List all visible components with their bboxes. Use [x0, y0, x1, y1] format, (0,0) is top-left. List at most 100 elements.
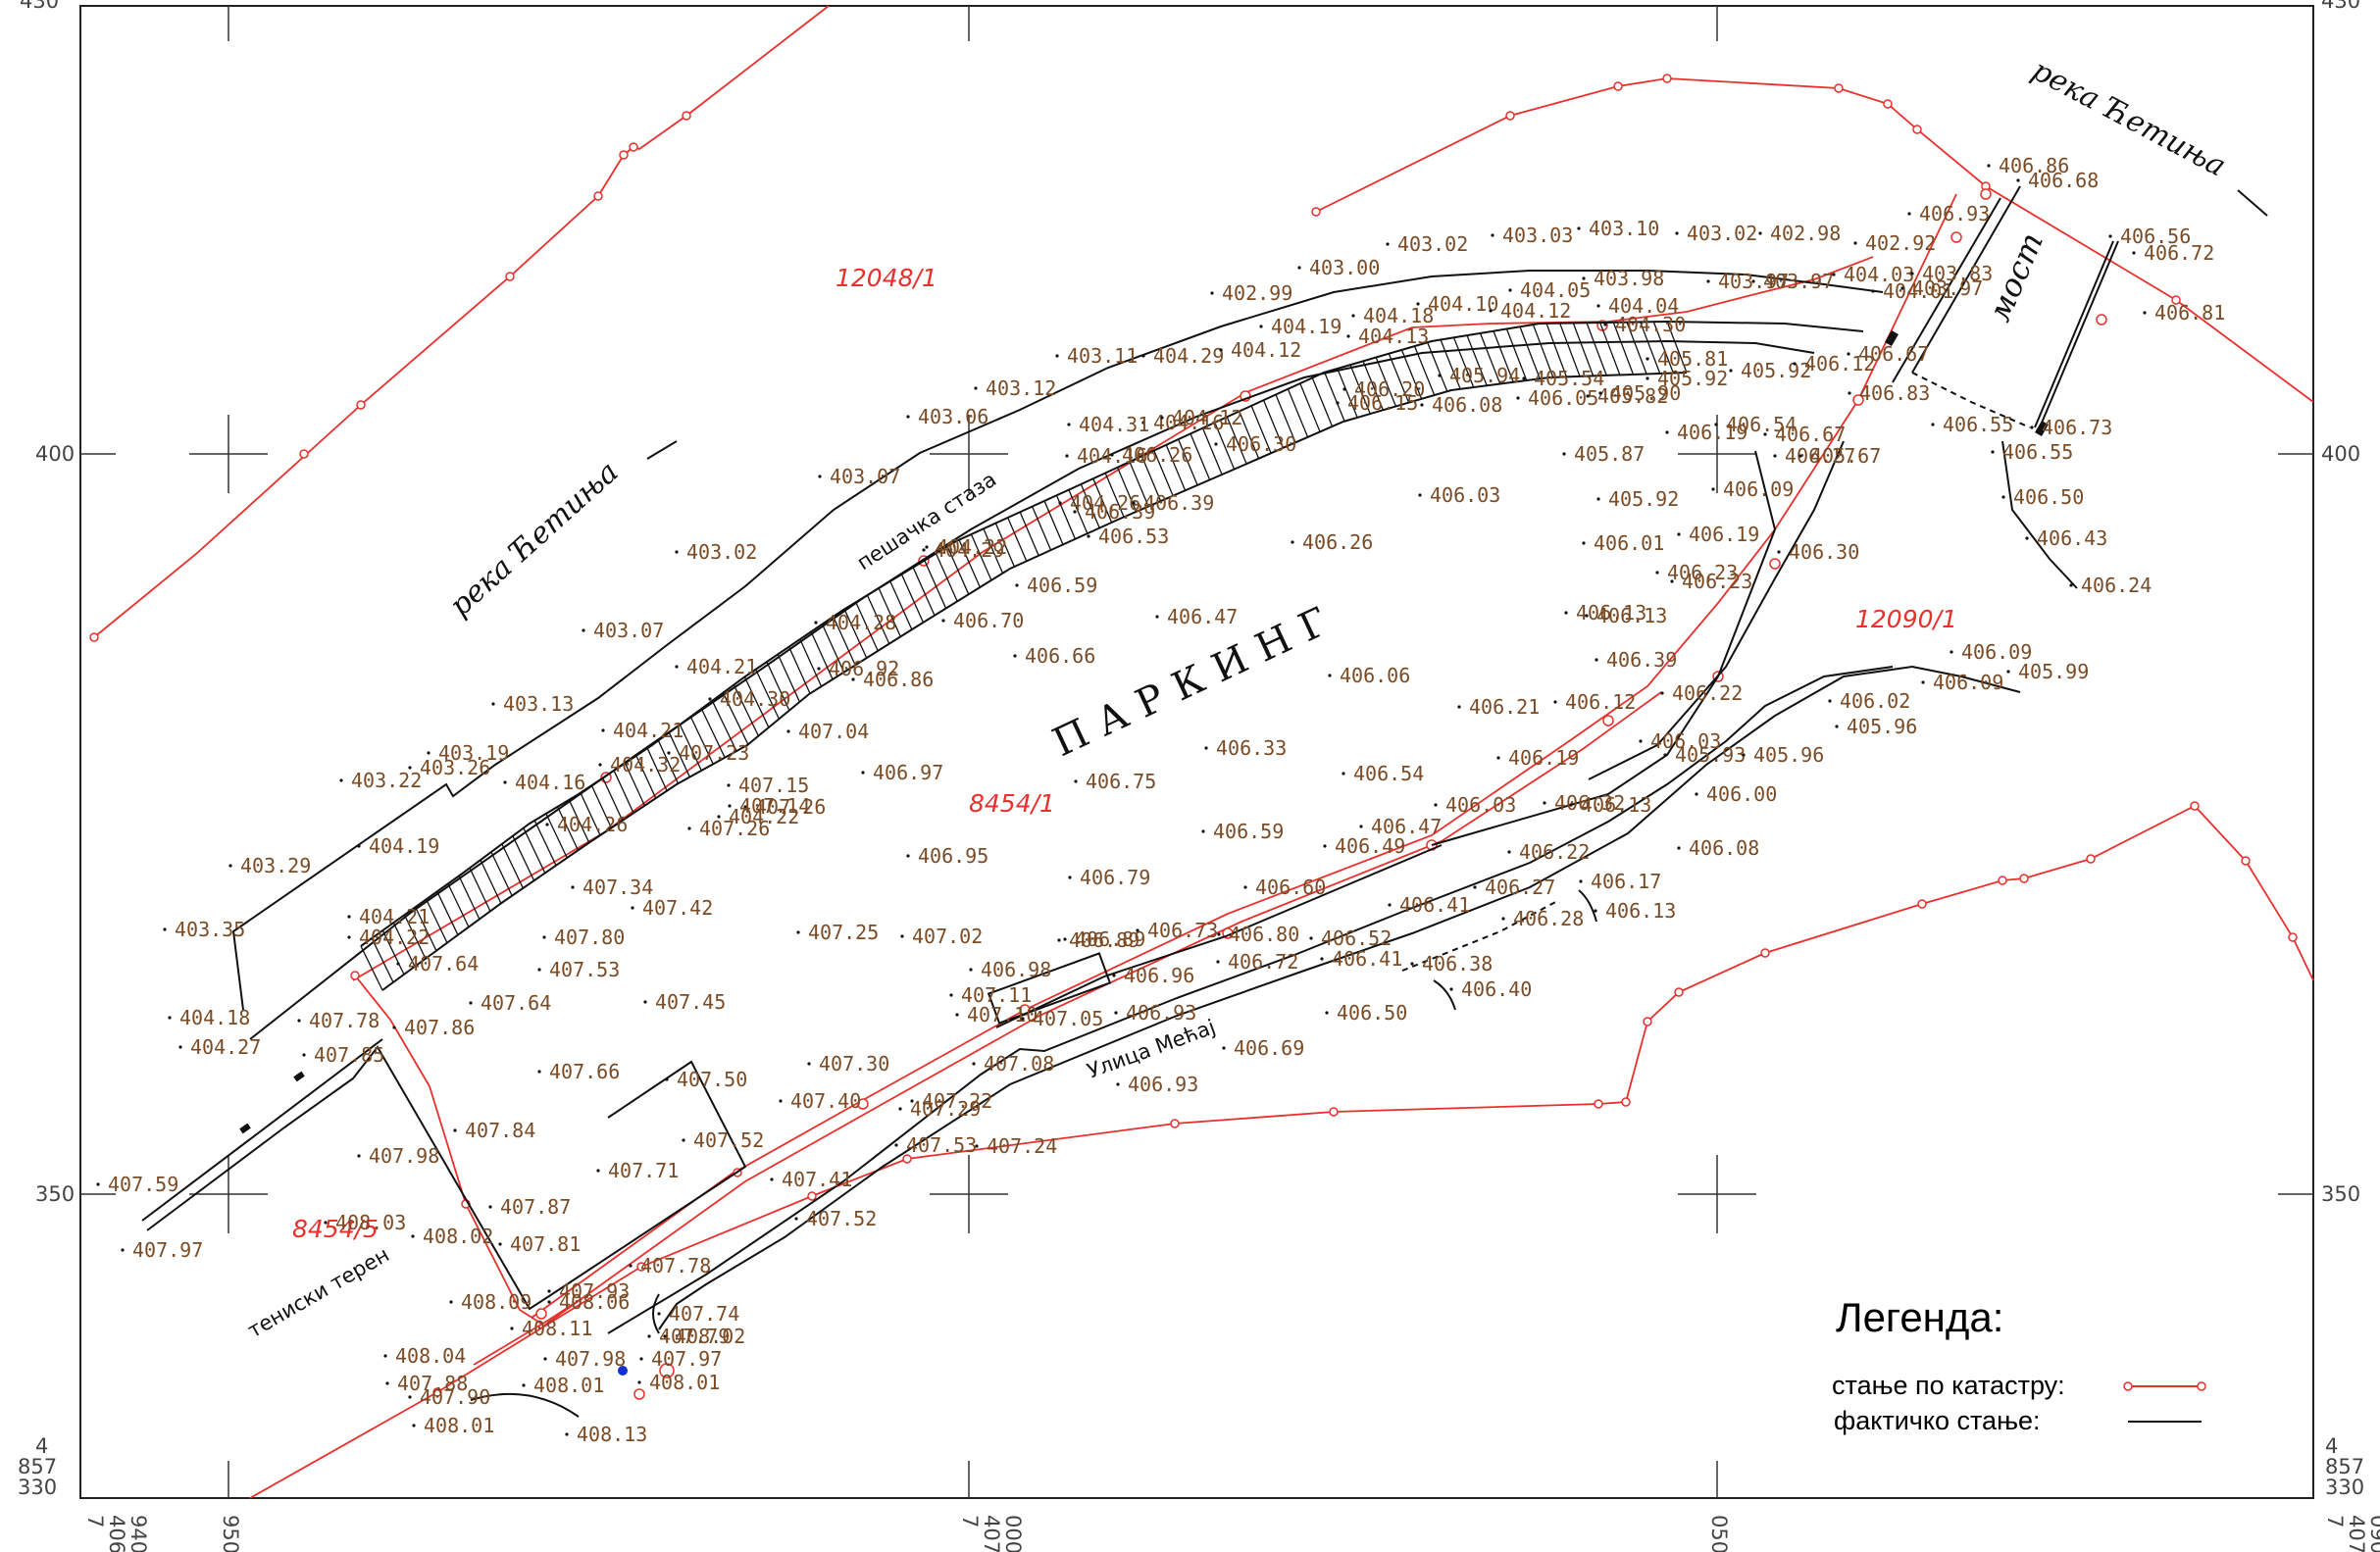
stair-step-line	[1388, 353, 1410, 403]
stair-step-line	[1427, 342, 1448, 392]
bridge-far-edge-1	[2034, 240, 2114, 428]
stair-step-line	[1440, 339, 1461, 390]
stair-step-line	[545, 813, 568, 859]
elevation-point	[1201, 829, 1205, 833]
blue-marker	[618, 1366, 628, 1376]
elevation-point	[898, 1107, 902, 1111]
elevation-point	[675, 665, 679, 669]
stair-step-line	[1007, 517, 1028, 562]
elevation-label: 406.39	[1143, 491, 1214, 515]
elevation-label: 406.80	[1229, 923, 1299, 946]
cadastre-street-south	[543, 691, 1662, 1327]
elevation-point	[894, 1143, 898, 1147]
elevation-point	[1342, 387, 1346, 391]
elevation-label: 407.71	[608, 1159, 679, 1182]
elevation-label: 408.06	[559, 1290, 630, 1314]
stair-step-line	[1413, 345, 1436, 396]
elevation-point	[2025, 536, 2029, 540]
stair-step-line	[1493, 330, 1514, 383]
elevation-label: 406.03	[1430, 483, 1500, 507]
stair-step-line	[1572, 323, 1595, 376]
elevation-point	[1325, 1011, 1329, 1015]
coord-bottom-right-3: 330	[2325, 1476, 2364, 1499]
footpath-outer-edge	[231, 270, 1884, 1011]
elevation-point	[1204, 746, 1208, 750]
elevation-label: 407.10	[967, 1003, 1038, 1026]
elevation-point	[794, 1217, 798, 1221]
elevation-label: 408.03	[335, 1211, 406, 1234]
elevation-point	[1900, 286, 1904, 290]
elevation-label: 405.94	[1449, 364, 1520, 387]
coord-bottom-left-3: 330	[18, 1476, 57, 1499]
elevation-label: 407.08	[984, 1052, 1054, 1076]
elevation-point	[727, 783, 731, 787]
bridge-east-bank	[2001, 440, 2078, 589]
elevation-point	[1132, 501, 1136, 505]
stair-step-line	[1479, 332, 1501, 384]
elevation-label: 404.12	[1500, 299, 1571, 323]
coord-y350-left: 350	[35, 1182, 75, 1206]
stair-step-line	[1652, 321, 1674, 374]
elevation-point	[1596, 304, 1600, 308]
elevation-label: 406.13	[1576, 601, 1646, 625]
elevation-label: 407.15	[738, 774, 809, 797]
elevation-point	[717, 815, 721, 819]
map-frame	[79, 5, 2314, 1499]
stair-step-line	[1165, 444, 1187, 491]
elevation-label: 406.66	[1025, 644, 1095, 668]
coord-y400-left: 400	[35, 442, 75, 466]
elevation-label: 407.97	[651, 1347, 722, 1371]
elevation-point	[339, 778, 343, 782]
elevation-point	[1562, 452, 1566, 456]
elevation-label: 406.49	[1335, 834, 1405, 858]
stair-step-line	[700, 708, 726, 758]
elevation-label: 407.11	[961, 983, 1032, 1007]
elevation-point	[228, 864, 232, 868]
elevation-label: 406.72	[2144, 241, 2214, 265]
stair-step-line	[1452, 337, 1475, 388]
elevation-label: 406.52	[1321, 926, 1392, 950]
elevation-point	[2143, 311, 2147, 315]
stair-step-line	[436, 891, 459, 935]
elevation-label: 403.03	[1502, 224, 1573, 247]
stair-step-line	[1239, 411, 1260, 459]
elevation-point	[975, 1144, 979, 1148]
elevation-label: 407.26	[699, 817, 770, 840]
elevation-label: 403.97	[1912, 276, 1983, 300]
tennis-court-edge	[146, 1045, 747, 1311]
elevation-point	[1328, 674, 1332, 677]
stair-step-line	[1586, 323, 1607, 376]
elevation-point	[1210, 291, 1214, 295]
coord-bottom-right-2: 857	[2325, 1455, 2364, 1478]
elevation-label: 406.89	[1075, 927, 1145, 951]
elevation-label: 406.30	[1789, 540, 1859, 564]
elevation-label: 406.26	[1302, 530, 1373, 554]
stair-step-line	[646, 747, 668, 791]
elevation-label: 406.26	[1122, 443, 1192, 467]
elevation-label: 406.83	[1859, 381, 1930, 405]
elevation-label: 403.02	[1397, 232, 1468, 256]
elevation-label: 406.22	[1672, 681, 1743, 705]
elevation-point	[1579, 879, 1583, 883]
elevation-point	[1751, 279, 1755, 283]
parcel-label-8454-5: 8454/5	[292, 1215, 379, 1243]
stair-step-line	[799, 638, 823, 687]
elevation-point	[1259, 325, 1263, 328]
elevation-label: 405.81	[1657, 347, 1728, 371]
elevation-point	[663, 1334, 667, 1338]
elevation-point	[1114, 1011, 1118, 1015]
elevation-point	[631, 906, 634, 910]
bridge-far-edge-2	[2039, 240, 2119, 428]
elevation-point	[1848, 391, 1851, 395]
elevation-point	[1522, 376, 1526, 380]
elevation-point	[1336, 401, 1340, 405]
elevation-label: 407.04	[798, 720, 869, 743]
stair-step-line	[1262, 399, 1285, 449]
elevation-label: 406.09	[1933, 671, 2003, 694]
elevation-point	[324, 1221, 328, 1225]
elevation-label: 406.54	[1726, 413, 1797, 436]
elevation-label: 403.19	[438, 741, 509, 765]
elevation-point	[121, 1248, 125, 1252]
stair-step-line	[1287, 388, 1309, 438]
